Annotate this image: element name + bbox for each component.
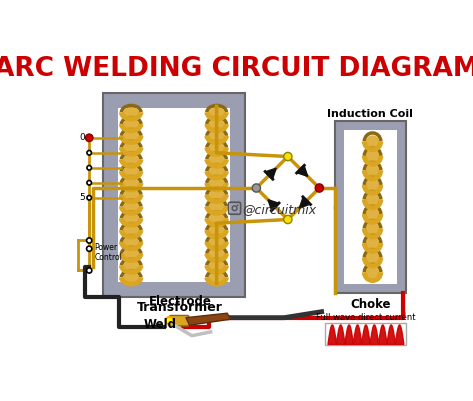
Ellipse shape <box>209 132 225 141</box>
Ellipse shape <box>366 136 379 148</box>
Ellipse shape <box>209 178 225 188</box>
Ellipse shape <box>123 178 139 188</box>
Polygon shape <box>268 200 279 211</box>
Circle shape <box>252 184 261 192</box>
Ellipse shape <box>209 143 225 153</box>
Polygon shape <box>265 169 276 180</box>
Polygon shape <box>186 314 231 325</box>
Circle shape <box>87 151 91 156</box>
Circle shape <box>87 166 91 170</box>
FancyBboxPatch shape <box>169 316 189 326</box>
Ellipse shape <box>123 273 139 282</box>
Ellipse shape <box>366 252 379 264</box>
Text: Induction Coil: Induction Coil <box>327 109 413 119</box>
Ellipse shape <box>366 194 379 206</box>
Ellipse shape <box>209 190 225 200</box>
Text: Choke: Choke <box>350 297 391 310</box>
Ellipse shape <box>366 165 379 177</box>
Circle shape <box>87 196 91 200</box>
Circle shape <box>315 184 324 192</box>
Ellipse shape <box>209 249 225 259</box>
Circle shape <box>87 268 92 273</box>
Circle shape <box>166 317 173 325</box>
Ellipse shape <box>209 167 225 176</box>
Ellipse shape <box>366 209 379 221</box>
Ellipse shape <box>366 180 379 191</box>
Ellipse shape <box>123 143 139 153</box>
Ellipse shape <box>123 132 139 141</box>
Bar <box>325 323 405 346</box>
Ellipse shape <box>209 202 225 212</box>
Ellipse shape <box>123 226 139 235</box>
Text: Power
Control: Power Control <box>95 243 123 262</box>
Circle shape <box>86 135 93 142</box>
Text: Transformer: Transformer <box>137 301 223 314</box>
Ellipse shape <box>366 267 379 279</box>
Circle shape <box>284 153 292 161</box>
Bar <box>118 109 230 282</box>
Text: 0: 0 <box>79 132 85 142</box>
Ellipse shape <box>209 237 225 247</box>
Text: Weld: Weld <box>144 317 177 330</box>
Ellipse shape <box>123 120 139 130</box>
Circle shape <box>87 247 92 252</box>
Ellipse shape <box>209 108 225 118</box>
Ellipse shape <box>123 190 139 200</box>
Ellipse shape <box>209 214 225 224</box>
Text: Electrode: Electrode <box>149 294 212 308</box>
Ellipse shape <box>123 261 139 271</box>
Bar <box>335 121 405 293</box>
Ellipse shape <box>209 120 225 130</box>
Bar <box>103 93 245 297</box>
Circle shape <box>87 238 92 243</box>
Ellipse shape <box>366 223 379 235</box>
Circle shape <box>87 181 91 186</box>
Ellipse shape <box>123 237 139 247</box>
Circle shape <box>236 205 238 207</box>
Ellipse shape <box>123 202 139 212</box>
Text: ARC WELDING CIRCUIT DIAGRAM: ARC WELDING CIRCUIT DIAGRAM <box>0 56 473 82</box>
Ellipse shape <box>123 167 139 176</box>
Ellipse shape <box>123 108 139 118</box>
Polygon shape <box>299 197 311 208</box>
Bar <box>344 130 396 284</box>
Ellipse shape <box>366 150 379 162</box>
Ellipse shape <box>209 261 225 271</box>
Polygon shape <box>297 166 307 177</box>
Text: 5: 5 <box>79 192 85 201</box>
Ellipse shape <box>123 249 139 259</box>
Ellipse shape <box>123 214 139 224</box>
Ellipse shape <box>209 273 225 282</box>
Circle shape <box>284 216 292 224</box>
Ellipse shape <box>366 237 379 249</box>
Ellipse shape <box>209 226 225 235</box>
Text: Full wave direct current: Full wave direct current <box>315 313 415 322</box>
Ellipse shape <box>209 155 225 165</box>
Text: @circuitmix: @circuitmix <box>242 202 316 215</box>
Ellipse shape <box>123 155 139 165</box>
Circle shape <box>87 136 91 141</box>
